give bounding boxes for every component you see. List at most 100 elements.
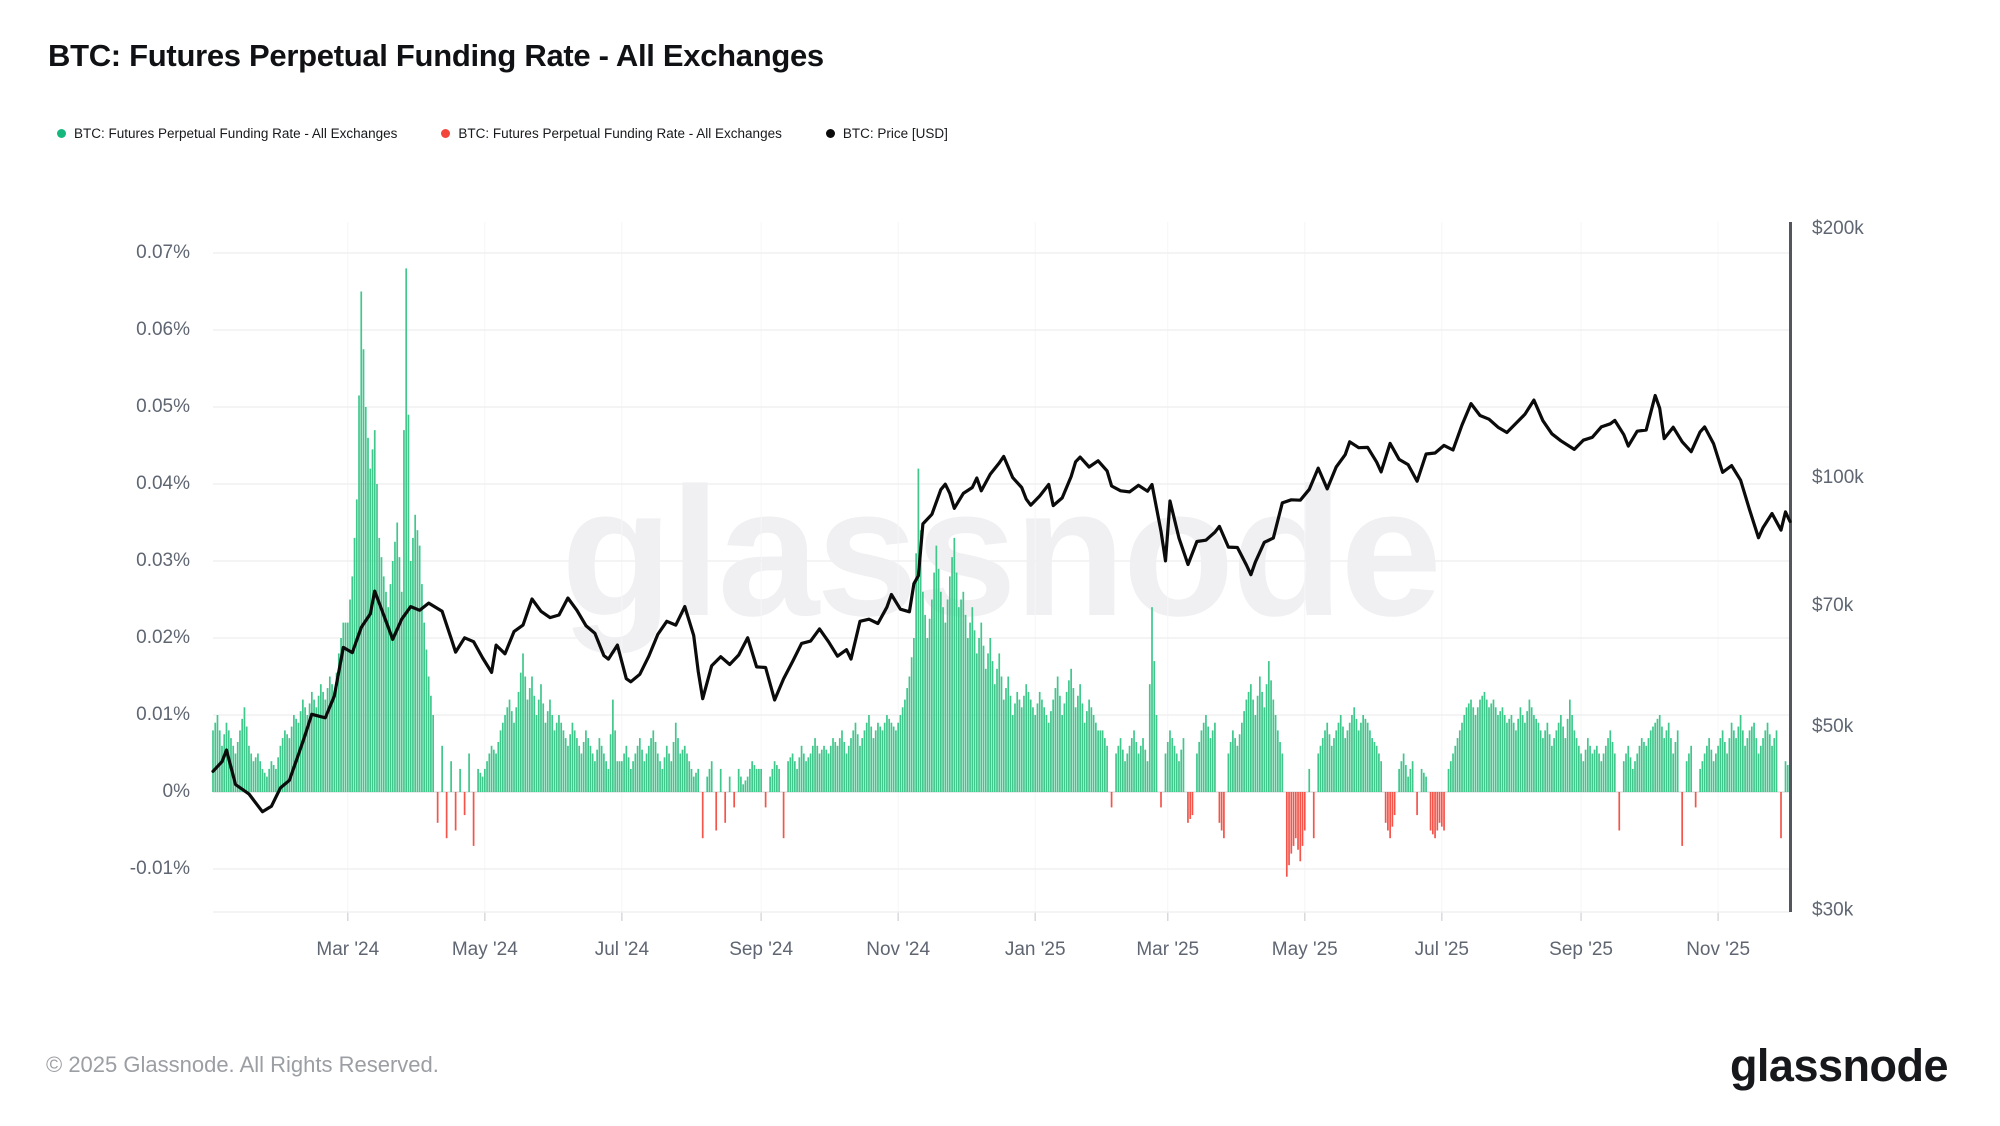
funding-rate-bar xyxy=(558,715,560,792)
right-axis-label: $50k xyxy=(1812,716,1854,737)
funding-rate-bar xyxy=(1032,707,1034,792)
funding-rate-bar xyxy=(706,776,709,792)
funding-rate-bar xyxy=(841,730,843,792)
funding-rate-bar xyxy=(1095,722,1097,792)
funding-rate-bar xyxy=(508,699,511,792)
funding-rate-bar xyxy=(1528,699,1531,792)
funding-rate-bar xyxy=(621,761,623,792)
funding-rate-bar xyxy=(598,738,601,792)
funding-rate-bar xyxy=(1569,699,1571,792)
funding-rate-bar xyxy=(1636,753,1639,792)
funding-rate-bar xyxy=(580,753,583,792)
x-axis-label: Mar '24 xyxy=(316,939,379,960)
funding-rate-bar xyxy=(870,726,873,792)
funding-rate-bar xyxy=(1074,707,1077,792)
funding-rate-bar xyxy=(358,395,360,792)
funding-rate-bar xyxy=(973,630,976,792)
funding-rate-bar xyxy=(1106,745,1108,792)
funding-rate-bar xyxy=(1043,707,1046,792)
funding-rate-bar xyxy=(1384,792,1387,823)
funding-rate-bar xyxy=(1333,738,1335,792)
funding-rate-bar xyxy=(1676,730,1679,792)
funding-rate-bar xyxy=(423,622,426,792)
funding-rate-bar xyxy=(569,734,572,792)
funding-rate-bar xyxy=(957,607,960,792)
funding-rate-bar xyxy=(625,745,628,792)
funding-rate-bar xyxy=(1155,715,1158,792)
funding-rate-bar xyxy=(223,734,226,792)
funding-rate-bar xyxy=(346,622,349,792)
funding-rate-bar xyxy=(1688,753,1690,792)
funding-rate-bar xyxy=(1360,722,1362,792)
legend-item-funding-negative[interactable]: BTC: Futures Perpetual Funding Rate - Al… xyxy=(441,126,782,141)
funding-rate-bar xyxy=(360,291,363,792)
funding-rate-bar xyxy=(607,768,610,792)
funding-rate-bar xyxy=(955,572,958,792)
funding-rate-bar xyxy=(1059,695,1061,792)
funding-rate-bar xyxy=(234,753,237,792)
funding-rate-bar xyxy=(243,707,246,792)
funding-rate-bar xyxy=(1724,741,1726,792)
funding-rate-bar xyxy=(1023,695,1025,792)
funding-rate-bar xyxy=(868,715,870,792)
funding-rate-bar xyxy=(1452,753,1454,792)
funding-rate-bar xyxy=(266,776,268,792)
funding-rate-bar xyxy=(1052,699,1055,792)
funding-rate-bar xyxy=(414,514,417,792)
funding-rate-bar xyxy=(225,722,228,792)
funding-rate-bar xyxy=(605,761,607,792)
funding-rate-bar xyxy=(1625,753,1627,792)
funding-rate-bar xyxy=(838,738,841,792)
funding-rate-bar xyxy=(492,749,495,792)
funding-rate-bar xyxy=(823,745,825,792)
funding-rate-bar xyxy=(1431,792,1434,835)
funding-rate-bar xyxy=(1144,749,1147,792)
funding-rate-bar xyxy=(1034,715,1037,792)
funding-rate-bar xyxy=(1748,730,1751,792)
funding-rate-bar xyxy=(1425,776,1427,792)
funding-rate-bar xyxy=(290,726,293,792)
funding-rate-bar xyxy=(904,699,906,792)
funding-rate-bar xyxy=(1342,726,1344,792)
funding-rate-bar xyxy=(897,722,900,792)
funding-rate-bar xyxy=(1542,738,1544,792)
funding-rate-bar xyxy=(796,768,798,792)
funding-rate-bar xyxy=(1658,715,1661,792)
funding-rate-bar xyxy=(268,768,271,792)
funding-rate-bar xyxy=(1712,761,1715,792)
funding-rate-bar xyxy=(436,792,439,823)
funding-rate-bar xyxy=(364,407,367,792)
funding-rate-bar xyxy=(964,614,967,792)
funding-rate-bar xyxy=(1436,792,1439,831)
funding-rate-bar xyxy=(1663,738,1666,792)
funding-rate-bar xyxy=(504,715,506,792)
funding-rate-bar xyxy=(850,738,852,792)
funding-rate-bar xyxy=(1665,730,1668,792)
funding-rate-bar xyxy=(1054,688,1057,792)
funding-rate-bar xyxy=(407,414,410,792)
funding-rate-bar xyxy=(852,730,855,792)
funding-rate-bar xyxy=(1250,684,1252,792)
funding-rate-bar xyxy=(1130,738,1133,792)
funding-rate-bar xyxy=(594,761,596,792)
funding-rate-bar xyxy=(614,730,616,792)
funding-rate-bar xyxy=(1375,745,1378,792)
legend-item-funding-positive[interactable]: BTC: Futures Perpetual Funding Rate - Al… xyxy=(57,126,397,141)
legend-item-price[interactable]: BTC: Price [USD] xyxy=(825,126,948,141)
funding-rate-bar xyxy=(749,768,751,792)
funding-rate-bar xyxy=(695,772,697,792)
funding-rate-bar xyxy=(865,722,868,792)
funding-rate-bar xyxy=(944,622,947,792)
funding-rate-bar xyxy=(701,792,704,839)
funding-rate-bar xyxy=(1366,722,1369,792)
funding-rate-bar xyxy=(403,430,405,792)
funding-rate-bar xyxy=(915,553,917,792)
x-axis-label: Jul '24 xyxy=(595,939,650,960)
funding-rate-bar xyxy=(1715,753,1717,792)
funding-rate-bar xyxy=(1575,738,1578,792)
funding-rate-bar xyxy=(1721,730,1724,792)
funding-rate-bar xyxy=(1739,715,1742,792)
funding-rate-bar xyxy=(241,718,244,792)
funding-rate-bar xyxy=(1292,792,1295,846)
